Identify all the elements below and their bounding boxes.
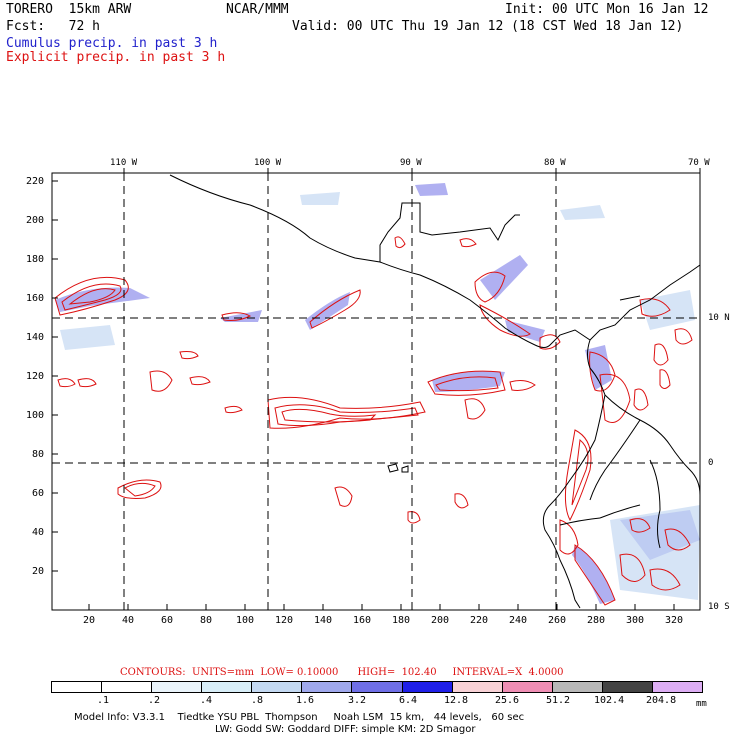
color-bar-swatch (301, 681, 353, 693)
x-tick-label: 180 (392, 615, 411, 626)
x-tick-label: 220 (470, 615, 489, 626)
x-tick-label: 40 (122, 615, 135, 626)
x-tick-label: 300 (626, 615, 645, 626)
x-tick-label: 320 (665, 615, 684, 626)
color-bar-swatch (101, 681, 153, 693)
x-tick-label: 280 (587, 615, 606, 626)
init-time: Init: 00 UTC Mon 16 Jan 12 (505, 2, 709, 17)
x-tick-label: 260 (548, 615, 567, 626)
x-tick-label: 100 (236, 615, 255, 626)
color-bar-swatch (351, 681, 403, 693)
lon-tick-marks (123, 168, 701, 173)
y-tick-label: 180 (26, 254, 45, 265)
lat-lon-grid (52, 173, 700, 610)
color-bar-swatch (501, 681, 553, 693)
legend-label: 204.8 (646, 695, 677, 706)
map-frame (51, 172, 701, 611)
light-precip-shading (60, 192, 700, 600)
legend-label: 102.4 (594, 695, 625, 706)
y-tick-label: 220 (26, 176, 45, 187)
model-physics: LW: Godd SW: Goddard DIFF: simple KM: 2D… (215, 724, 476, 735)
y-tick-label: 100 (26, 410, 45, 421)
legend-label: 51.2 (546, 695, 571, 706)
lon-label-100w: 100 W (254, 158, 282, 168)
legend-unit: mm (696, 699, 707, 709)
lon-label-90w: 90 W (400, 158, 422, 168)
y-tick-marks (52, 180, 58, 572)
x-tick-label: 160 (353, 615, 372, 626)
color-bar-swatch (251, 681, 303, 693)
y-tick-label: 80 (32, 449, 45, 460)
lat-label-0: 0 (708, 458, 714, 468)
color-bar-swatch (651, 681, 703, 693)
y-tick-label: 140 (26, 332, 45, 343)
model-title: TORERO 15km ARW (6, 2, 132, 17)
x-tick-label: 120 (275, 615, 294, 626)
y-tick-label: 120 (26, 371, 45, 382)
legend-label: 6.4 (399, 695, 418, 706)
x-tick-label: 80 (200, 615, 213, 626)
color-bar-swatch (51, 681, 103, 693)
explicit-precip-contours (54, 236, 693, 606)
lon-label-70w: 70 W (688, 158, 710, 168)
x-tick-label: 140 (314, 615, 333, 626)
y-tick-label: 20 (32, 566, 45, 577)
legend-label: .8 (251, 695, 264, 706)
y-tick-label: 200 (26, 215, 45, 226)
y-tick-label: 40 (32, 527, 45, 538)
valid-time: Valid: 00 UTC Thu 19 Jan 12 (18 CST Wed … (292, 19, 684, 34)
color-bar-swatch (451, 681, 503, 693)
lon-label-80w: 80 W (544, 158, 566, 168)
contours-info: CONTOURS: UNITS=mm LOW= 0.10000 HIGH= 10… (120, 667, 564, 678)
color-bar-swatch (551, 681, 603, 693)
color-bar-swatch (401, 681, 453, 693)
color-bar-swatch (151, 681, 203, 693)
x-tick-label: 60 (161, 615, 174, 626)
model-info: Model Info: V3.3.1 Tiedtke YSU PBL Thomp… (74, 712, 525, 723)
explicit-legend: Explicit precip. in past 3 h (6, 50, 226, 65)
x-tick-marks (88, 604, 675, 610)
y-tick-label: 160 (26, 293, 45, 304)
x-tick-label: 200 (431, 615, 450, 626)
coastlines (169, 174, 701, 609)
forecast-hour: Fcst: 72 h (6, 19, 100, 34)
legend-label: .2 (148, 695, 161, 706)
x-tick-label: 20 (83, 615, 96, 626)
color-bar-swatch (201, 681, 253, 693)
legend-label: 25.6 (495, 695, 520, 706)
y-tick-label: 60 (32, 488, 45, 499)
legend-label: .4 (200, 695, 213, 706)
x-tick-label: 240 (509, 615, 528, 626)
lat-label-10s: 10 S (708, 602, 730, 612)
cumulus-precip-shading (55, 183, 700, 604)
organization: NCAR/MMM (226, 2, 289, 17)
lat-label-10n: 10 N (708, 313, 730, 323)
lon-label-110w: 110 W (110, 158, 138, 168)
cumulus-legend: Cumulus precip. in past 3 h (6, 36, 218, 51)
legend-label: .1 (97, 695, 110, 706)
legend-label: 1.6 (296, 695, 315, 706)
legend-label: 12.8 (444, 695, 469, 706)
color-bar-swatch (601, 681, 653, 693)
legend-label: 3.2 (348, 695, 367, 706)
